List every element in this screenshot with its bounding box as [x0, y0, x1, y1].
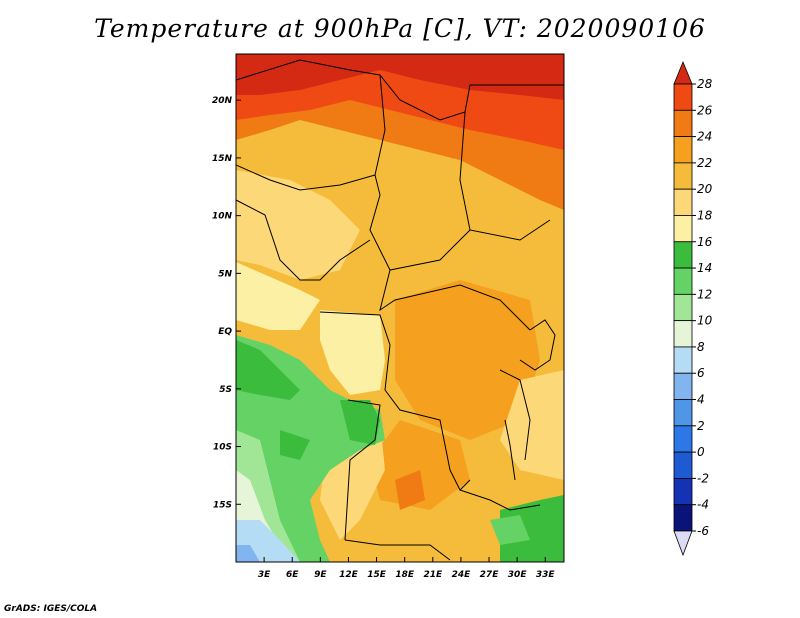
colorbar-label: 14 [697, 261, 712, 275]
lat-tick-label: 15S [213, 500, 232, 510]
colorbar-segment [673, 109, 693, 137]
colorbar-segment [673, 162, 693, 190]
temperature-field [236, 54, 564, 562]
colorbar-segment [673, 346, 693, 374]
colorbar-segment [673, 136, 693, 164]
colorbar-label: 4 [697, 393, 705, 407]
longitude-axis: 3E 6E 9E 12E 15E 18E 21E 24E 27E 30E 33E [258, 557, 556, 580]
lon-tick-label: 30E [508, 570, 528, 580]
lon-tick-label: 15E [367, 570, 387, 580]
colorbar-label: 2 [697, 419, 705, 433]
colorbar-segment [673, 425, 693, 453]
colorbar-segment [673, 293, 693, 322]
triangle-up-icon [673, 60, 693, 85]
colorbar-label: 26 [697, 103, 713, 117]
colorbar-label: -4 [697, 498, 709, 512]
colorbar-label: -6 [697, 524, 709, 538]
lon-tick-label: 9E [314, 570, 327, 580]
map-frame [235, 53, 565, 563]
colorbar-segment [673, 267, 693, 295]
colorbar-segment [673, 215, 693, 243]
colorbar-label: 8 [697, 340, 705, 354]
map-title: Temperature at 900hPa [C], VT: 202009010… [94, 14, 706, 43]
lat-tick-label: 10N [212, 212, 233, 222]
colorbar-label: 12 [697, 287, 712, 301]
lon-tick-label: 33E [536, 570, 556, 580]
lat-tick-label: 10S [213, 443, 232, 453]
lat-tick-label: 20N [212, 96, 233, 106]
lat-tick-label: 5S [219, 385, 232, 395]
lat-tick-label: 5N [218, 269, 232, 279]
colorbar-label: 6 [697, 366, 705, 380]
colorbar-label: 18 [697, 208, 713, 222]
colorbar-segment [673, 372, 693, 400]
colorbar-label: 28 [697, 77, 713, 91]
lon-tick-label: 12E [339, 570, 359, 580]
colorbar-segment [673, 451, 693, 479]
lon-tick-label: 6E [286, 570, 299, 580]
lon-tick-label: 21E [423, 570, 443, 580]
lon-tick-label: 18E [395, 570, 415, 580]
colorbar-label: 20 [697, 182, 713, 196]
colorbar-label: 0 [697, 445, 705, 459]
colorbar-label: 24 [697, 130, 712, 144]
colorbar-label: 16 [697, 235, 713, 249]
lat-tick-label: 15N [212, 154, 233, 164]
colorbar-segment [673, 320, 693, 348]
lat-tick-label: EQ [218, 327, 232, 337]
colorbar-segment [673, 478, 693, 506]
colorbar-segment [673, 241, 693, 269]
lon-tick-label: 24E [452, 570, 472, 580]
grads-credit: GrADS: IGES/COLA [4, 604, 98, 614]
country-borders [236, 59, 564, 561]
colorbar-label: 10 [697, 314, 713, 328]
lon-tick-label: 27E [480, 570, 500, 580]
colorbar-segment [673, 83, 693, 111]
colorbar-segment [673, 399, 693, 427]
colorbar-segment [673, 188, 693, 216]
colorbar-segment [673, 504, 693, 532]
lon-tick-label: 3E [258, 570, 271, 580]
latitude-axis: 20N 15N 10N 5N EQ 5S 10S 15S [212, 96, 241, 510]
triangle-down-icon [673, 530, 693, 557]
colorbar-label: 22 [697, 156, 712, 170]
colorbar-label: -2 [697, 471, 709, 485]
